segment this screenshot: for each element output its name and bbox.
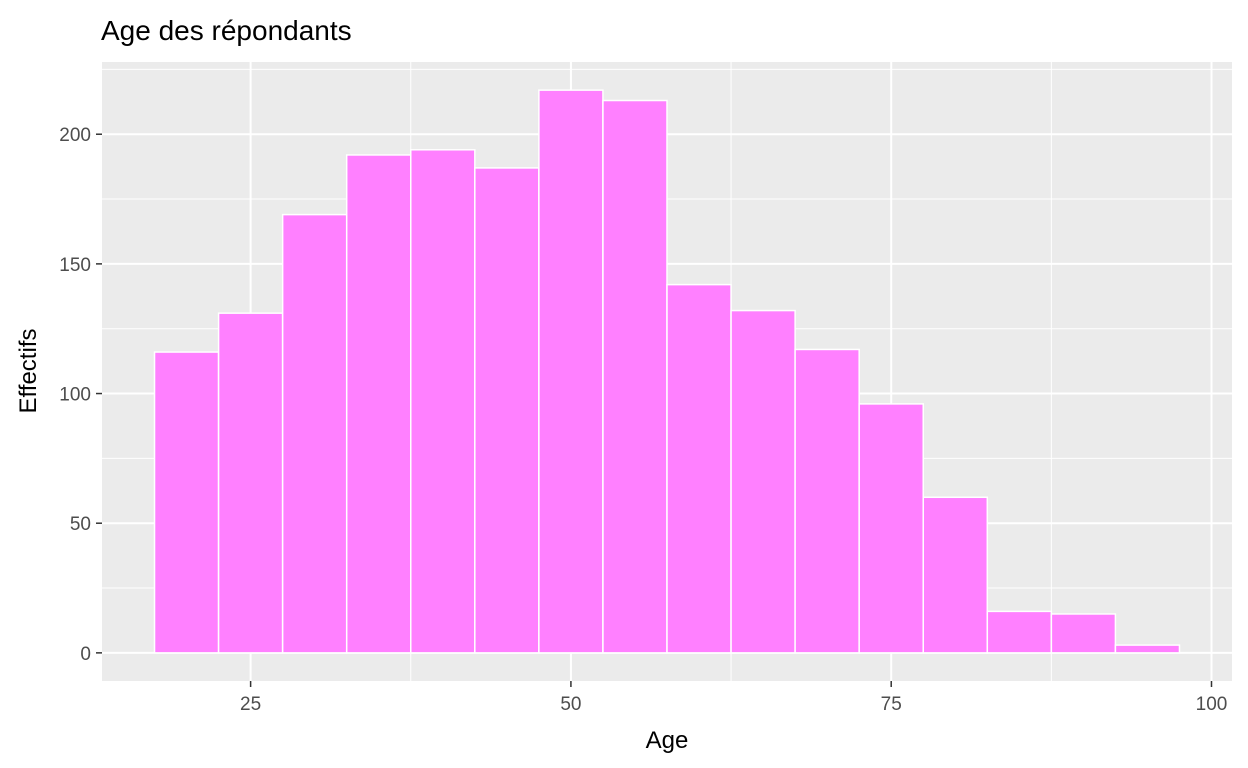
histogram-bar (538, 89, 604, 654)
histogram-bar (217, 312, 284, 654)
histogram-bar (1050, 613, 1117, 654)
histogram-bar (1114, 644, 1181, 654)
histogram-bar (281, 213, 348, 654)
x-tick-label: 100 (1196, 694, 1228, 715)
y-tick-label: 150 (59, 255, 91, 276)
histogram-bar (858, 403, 924, 654)
y-tick-label: 100 (59, 385, 91, 406)
histogram-bar (922, 496, 989, 654)
y-axis-title: Effectifs (15, 329, 42, 414)
histogram-bar (794, 348, 860, 654)
y-tick-label: 0 (80, 644, 91, 665)
x-tick-label: 75 (881, 694, 902, 715)
histogram-bar (345, 154, 412, 654)
histogram-bar (474, 167, 540, 654)
histogram-bar (602, 99, 668, 654)
histogram-bars (153, 89, 1181, 654)
x-tick-label: 50 (560, 694, 581, 715)
histogram-bar (986, 610, 1053, 654)
histogram-bar (666, 283, 732, 654)
x-axis-ticks: 25 50 75 100 (240, 681, 1227, 715)
histogram-bar (730, 309, 796, 654)
histogram-bar (410, 149, 476, 654)
y-tick-label: 200 (59, 125, 91, 146)
chart-title: Age des répondants (101, 15, 352, 46)
y-tick-label: 50 (70, 514, 91, 535)
y-axis-ticks: 0 50 100 150 200 (59, 125, 102, 665)
x-tick-label: 25 (240, 694, 261, 715)
histogram-bar (153, 351, 220, 654)
x-axis-title: Age (646, 727, 689, 754)
